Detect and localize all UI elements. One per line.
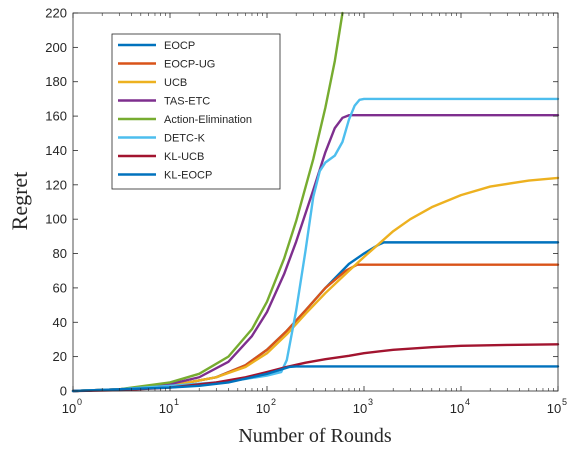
series-line-7 <box>71 343 560 393</box>
x-tick-exponent: 2 <box>271 397 276 407</box>
legend-label: DETC-K <box>164 133 206 145</box>
y-tick-label: 20 <box>53 349 67 364</box>
x-axis-title: Number of Rounds <box>238 425 392 447</box>
y-tick-label: 180 <box>45 74 67 89</box>
series-line-3 <box>71 176 560 393</box>
x-tick-label: 10 <box>159 401 173 416</box>
y-tick-label: 140 <box>45 143 67 158</box>
x-tick-exponent: 5 <box>562 397 567 407</box>
y-tick-label: 80 <box>53 246 67 261</box>
x-tick-exponent: 0 <box>77 397 82 407</box>
legend-box <box>111 33 281 190</box>
legend: EOCP EOCP-UG UCB TAS-ETC Action-Elimination D… <box>111 33 281 190</box>
y-axis-title: Regret <box>7 172 32 231</box>
x-tick-label: 10 <box>547 401 561 416</box>
legend-label: KL-EOCP <box>164 170 212 182</box>
x-tick-label: 10 <box>62 401 76 416</box>
x-tick-label: 10 <box>256 401 270 416</box>
y-tick-labels: 0 20 40 60 80 100 120 140 160 180 200 220 <box>45 6 67 399</box>
y-tick-label: 160 <box>45 109 67 124</box>
y-tick-label: 100 <box>45 212 67 227</box>
legend-label: Action-Elimination <box>164 114 252 126</box>
y-tick-label: 40 <box>53 315 67 330</box>
series-line-4 <box>71 114 560 393</box>
legend-label: TAS-ETC <box>164 96 210 108</box>
y-tick-label: 120 <box>45 177 67 192</box>
y-tick-label: 60 <box>53 280 67 295</box>
x-tick-exponent: 4 <box>465 397 470 407</box>
legend-label: EOCP <box>164 40 195 52</box>
legend-label: UCB <box>164 77 187 89</box>
x-tick-exponent: 3 <box>368 397 373 407</box>
x-tick-label: 10 <box>353 401 367 416</box>
x-tick-exponent: 1 <box>174 397 179 407</box>
x-tick-labels: 10 0 10 1 10 2 10 3 10 4 10 5 <box>62 397 567 416</box>
legend-label: KL-UCB <box>164 151 204 163</box>
y-tick-label: 200 <box>45 40 67 55</box>
axes-box <box>72 12 559 392</box>
series-line-5 <box>71 11 344 393</box>
legend-label: EOCP-UG <box>164 59 215 71</box>
axes-layer <box>72 12 559 392</box>
y-tick-label: 220 <box>45 6 67 21</box>
x-tick-label: 10 <box>450 401 464 416</box>
y-tick-label: 0 <box>60 384 67 399</box>
